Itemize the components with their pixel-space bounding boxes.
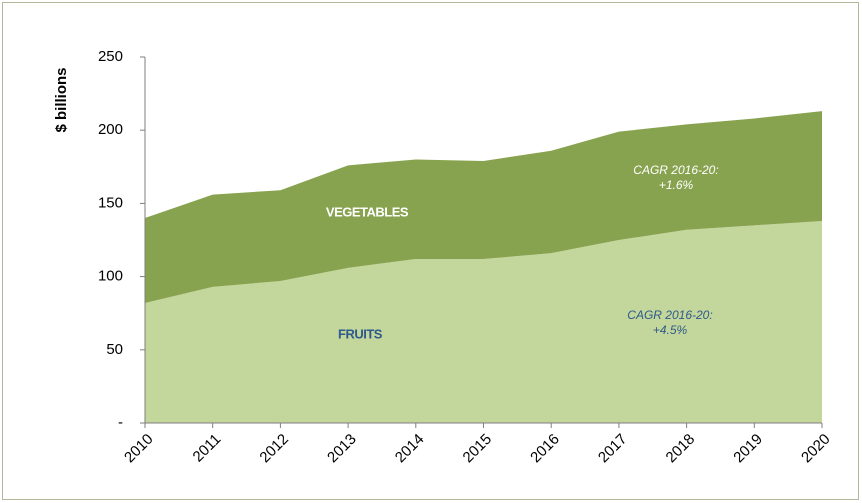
y-tick-label: 250 xyxy=(98,48,123,65)
annotation: +4.5% xyxy=(653,323,688,337)
area xyxy=(145,111,822,303)
y-tick-label: - xyxy=(118,414,123,431)
annotation: CAGR 2016-20: xyxy=(633,163,718,177)
annotation: CAGR 2016-20: xyxy=(627,308,712,322)
series-label: FRUITS xyxy=(338,326,383,341)
y-tick-label: 200 xyxy=(98,121,123,138)
y-axis-label: $ billions xyxy=(53,67,70,132)
area xyxy=(145,220,822,423)
y-tick-label: 100 xyxy=(98,268,123,285)
annotation: +1.6% xyxy=(659,178,694,192)
series-label: VEGETABLES xyxy=(326,204,409,219)
y-tick-label: 50 xyxy=(106,341,123,358)
y-tick-label: 150 xyxy=(98,194,123,211)
